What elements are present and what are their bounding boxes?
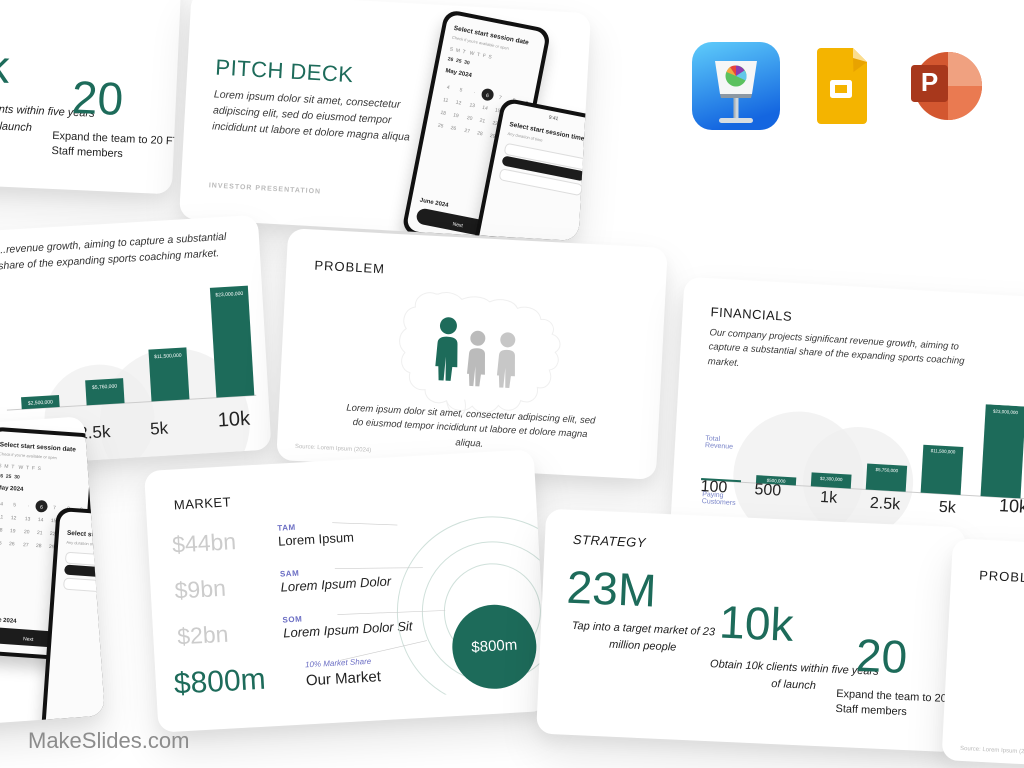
- svg-text:4: 4: [446, 85, 450, 91]
- svg-text:27: 27: [464, 128, 471, 135]
- svg-text:18: 18: [0, 527, 3, 533]
- svg-text:13: 13: [25, 516, 31, 522]
- svg-text:19: 19: [453, 112, 460, 119]
- svg-text:21: 21: [37, 530, 43, 536]
- svg-text:·: ·: [473, 90, 476, 96]
- svg-text:$800m: $800m: [471, 637, 518, 657]
- svg-text:19: 19: [10, 528, 16, 534]
- svg-text:14: 14: [482, 105, 489, 112]
- svg-text:28: 28: [36, 543, 42, 549]
- svg-text:21: 21: [479, 118, 486, 125]
- svg-text:14: 14: [38, 517, 44, 523]
- svg-text:11: 11: [0, 514, 4, 520]
- svg-text:20: 20: [24, 529, 30, 535]
- svg-text:12: 12: [11, 515, 17, 521]
- svg-text:·: ·: [27, 503, 29, 509]
- svg-text:5: 5: [459, 87, 463, 93]
- svg-text:26: 26: [450, 125, 457, 132]
- svg-text:7: 7: [53, 505, 56, 511]
- svg-text:25: 25: [0, 540, 2, 546]
- svg-text:11: 11: [443, 97, 449, 104]
- svg-text:13: 13: [469, 102, 476, 109]
- svg-text:5: 5: [13, 502, 16, 508]
- svg-text:7: 7: [498, 95, 502, 101]
- svg-text:20: 20: [466, 115, 473, 122]
- svg-text:P: P: [921, 67, 938, 97]
- svg-text:4: 4: [0, 501, 3, 507]
- svg-text:12: 12: [455, 100, 462, 107]
- svg-text:18: 18: [440, 110, 447, 117]
- svg-text:28: 28: [477, 130, 484, 137]
- svg-text:27: 27: [23, 542, 29, 548]
- svg-text:25: 25: [437, 123, 444, 130]
- svg-text:26: 26: [9, 541, 15, 547]
